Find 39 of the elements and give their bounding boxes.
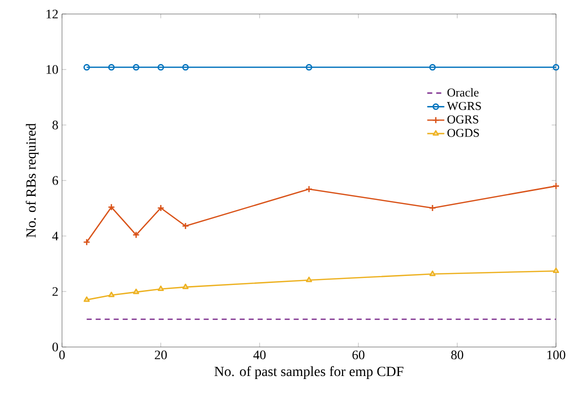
y-tick-label: 0	[52, 342, 58, 352]
x-tick-label: 100	[547, 350, 566, 360]
point	[306, 276, 312, 282]
point	[158, 64, 164, 71]
legend-label: OGRS	[447, 115, 478, 124]
point	[108, 64, 115, 71]
point	[552, 268, 560, 274]
point	[429, 270, 436, 276]
x-tick-label: 20	[154, 350, 167, 360]
point	[182, 284, 189, 290]
point	[158, 286, 164, 292]
point	[108, 292, 114, 298]
y-tick-label: 2	[52, 287, 58, 296]
x-tick-label: 40	[253, 350, 266, 360]
y-tick-label: 8	[52, 120, 58, 130]
point	[182, 64, 189, 71]
point	[429, 64, 436, 71]
point	[132, 64, 140, 71]
point	[84, 296, 90, 302]
x-tick-label: 80	[451, 350, 464, 360]
y-axis-title: No. of RBs required	[26, 123, 39, 238]
point	[305, 185, 313, 193]
point	[157, 204, 164, 212]
x-tick-label: 0	[59, 350, 65, 360]
legend-label: WGRS	[446, 102, 481, 110]
point	[182, 222, 190, 230]
point	[306, 64, 312, 71]
y-tick-label: 10	[46, 65, 58, 74]
legend-label: Oracle	[447, 88, 479, 97]
point	[133, 288, 140, 294]
legend-label: OGDS	[447, 128, 479, 137]
point	[428, 204, 436, 212]
x-axis-title: No. of past samples for emp CDF	[214, 366, 404, 380]
point	[108, 203, 116, 211]
y-tick-label: 6	[52, 176, 58, 185]
point	[132, 231, 140, 239]
y-tick-label: 4	[52, 232, 58, 240]
y-tick-label: 12	[46, 10, 58, 18]
x-tick-label: 60	[352, 350, 364, 360]
